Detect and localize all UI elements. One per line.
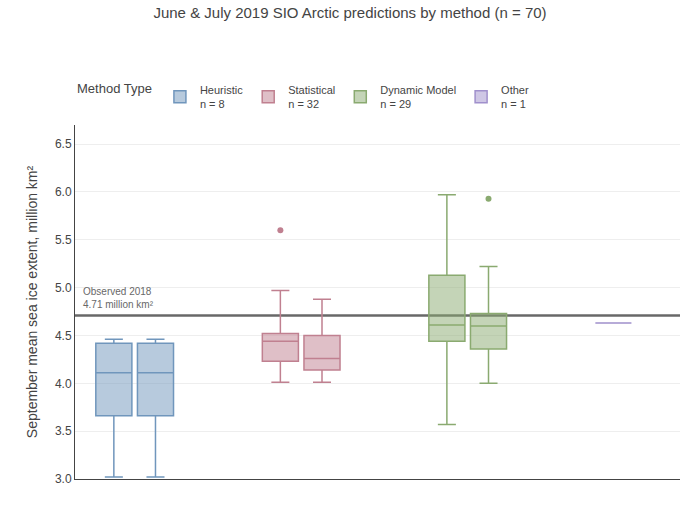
svg-text:Dynamic Modeln = 29: Dynamic Modeln = 29 xyxy=(380,84,456,110)
svg-text:5.5: 5.5 xyxy=(55,233,72,247)
svg-text:3.5: 3.5 xyxy=(55,424,72,438)
svg-text:Othern = 1: Othern = 1 xyxy=(501,84,529,110)
svg-text:Observed 20184.71 million km²: Observed 20184.71 million km² xyxy=(83,286,154,310)
svg-text:6.5: 6.5 xyxy=(55,137,72,151)
svg-text:Statisticaln = 32: Statisticaln = 32 xyxy=(288,84,335,110)
svg-text:6.0: 6.0 xyxy=(55,185,72,199)
svg-text:4.5: 4.5 xyxy=(55,329,72,343)
svg-text:Method Type: Method Type xyxy=(77,81,152,96)
svg-text:September mean sea ice extent,: September mean sea ice extent, million k… xyxy=(24,165,40,438)
svg-text:4.0: 4.0 xyxy=(55,377,72,391)
svg-text:3.0: 3.0 xyxy=(55,472,72,486)
svg-text:5.0: 5.0 xyxy=(55,281,72,295)
svg-text:June & July 2019 SIO Arctic pr: June & July 2019 SIO Arctic predictions … xyxy=(153,4,546,21)
svg-text:Heuristicn = 8: Heuristicn = 8 xyxy=(200,84,243,110)
